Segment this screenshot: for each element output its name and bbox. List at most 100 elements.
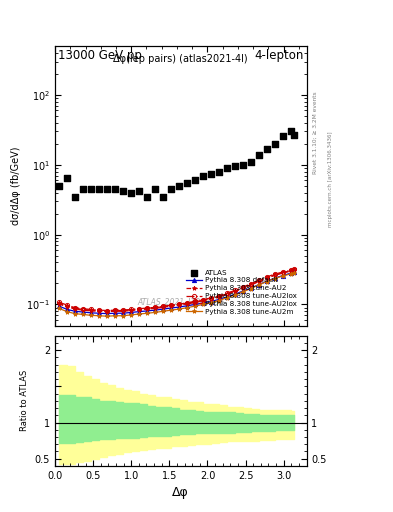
Pythia 8.308 default: [136, 309, 141, 315]
Pythia 8.308 tune-AU2lox: [224, 291, 229, 297]
Pythia 8.308 tune-AU2m: [121, 313, 125, 319]
Pythia 8.308 tune-AU2m: [200, 302, 205, 308]
Pythia 8.308 tune-AU2lox: [217, 294, 221, 300]
ATLAS: [136, 187, 142, 195]
Pythia 8.308 tune-AU2lox: [200, 296, 205, 303]
Pythia 8.308 default: [129, 309, 134, 315]
Pythia 8.308 tune-AU2lox: [288, 268, 293, 274]
Pythia 8.308 tune-AU2lox: [121, 308, 125, 314]
Pythia 8.308 default: [81, 309, 86, 315]
Pythia 8.308 tune-AU2lox: [88, 308, 93, 314]
Pythia 8.308 tune-AU2: [288, 268, 293, 274]
Pythia 8.308 tune-AU2m: [136, 311, 141, 317]
Pythia 8.308 default: [217, 296, 221, 303]
ATLAS: [88, 185, 94, 193]
Pythia 8.308 tune-AU2m: [224, 295, 229, 301]
Pythia 8.308 default: [200, 300, 205, 306]
Legend: ATLAS, Pythia 8.308 default, Pythia 8.308 tune-AU2, Pythia 8.308 tune-AU2lox, Py: ATLAS, Pythia 8.308 default, Pythia 8.30…: [184, 268, 298, 316]
Pythia 8.308 tune-AU2m: [288, 271, 293, 277]
Pythia 8.308 tune-AU2: [161, 304, 165, 310]
Pythia 8.308 tune-AU2lox: [264, 274, 269, 280]
ATLAS: [264, 144, 270, 153]
Pythia 8.308 default: [88, 310, 93, 316]
Pythia 8.308 tune-AU2m: [233, 292, 237, 298]
Pythia 8.308 default: [256, 282, 261, 288]
ATLAS: [96, 185, 102, 193]
Pythia 8.308 tune-AU2m: [88, 312, 93, 318]
ATLAS: [216, 167, 222, 176]
Text: mcplots.cern.ch [arXiv:1306.3436]: mcplots.cern.ch [arXiv:1306.3436]: [328, 132, 333, 227]
ATLAS: [72, 193, 78, 201]
Pythia 8.308 tune-AU2lox: [185, 301, 189, 307]
Pythia 8.308 default: [288, 270, 293, 276]
Pythia 8.308 tune-AU2m: [217, 297, 221, 304]
Pythia 8.308 default: [161, 306, 165, 312]
Pythia 8.308 tune-AU2m: [208, 300, 213, 306]
ATLAS: [208, 169, 214, 178]
ATLAS: [160, 193, 166, 201]
Pythia 8.308 tune-AU2m: [81, 311, 86, 317]
Pythia 8.308 tune-AU2lox: [152, 305, 157, 311]
Line: Pythia 8.308 tune-AU2: Pythia 8.308 tune-AU2: [57, 268, 296, 313]
Text: 13000 GeV pp: 13000 GeV pp: [57, 49, 141, 62]
Pythia 8.308 tune-AU2: [185, 300, 189, 306]
Pythia 8.308 tune-AU2lox: [121, 307, 125, 313]
Pythia 8.308 tune-AU2: [145, 305, 150, 311]
Pythia 8.308 tune-AU2lox: [224, 290, 229, 296]
Pythia 8.308 tune-AU2lox: [292, 266, 297, 272]
Pythia 8.308 tune-AU2lox: [145, 305, 150, 311]
Pythia 8.308 tune-AU2m: [185, 305, 189, 311]
ATLAS: [287, 127, 294, 136]
Pythia 8.308 tune-AU2lox: [161, 303, 165, 309]
Pythia 8.308 tune-AU2lox: [113, 307, 118, 313]
Pythia 8.308 tune-AU2: [264, 275, 269, 281]
Pythia 8.308 default: [105, 311, 109, 317]
Text: Rivet 3.1.10; ≥ 3.2M events: Rivet 3.1.10; ≥ 3.2M events: [312, 92, 318, 175]
Pythia 8.308 tune-AU2lox: [169, 302, 173, 308]
Pythia 8.308 tune-AU2m: [145, 310, 150, 316]
ATLAS: [272, 140, 278, 148]
Pythia 8.308 default: [292, 269, 297, 275]
Pythia 8.308 tune-AU2: [200, 297, 205, 303]
ATLAS: [223, 164, 230, 172]
Pythia 8.308 default: [152, 307, 157, 313]
Pythia 8.308 tune-AU2lox: [200, 297, 205, 304]
ATLAS: [64, 174, 70, 182]
Pythia 8.308 tune-AU2lox: [97, 308, 101, 314]
ATLAS: [104, 185, 110, 193]
Text: 4-lepton: 4-lepton: [255, 49, 304, 62]
Pythia 8.308 tune-AU2lox: [57, 301, 61, 307]
ATLAS: [128, 188, 134, 197]
Pythia 8.308 tune-AU2lox: [281, 269, 285, 275]
Line: Pythia 8.308 default: Pythia 8.308 default: [57, 270, 296, 316]
Pythia 8.308 default: [224, 294, 229, 300]
Line: Pythia 8.308 tune-AU2lox: Pythia 8.308 tune-AU2lox: [57, 268, 296, 314]
Pythia 8.308 default: [193, 302, 198, 308]
Pythia 8.308 tune-AU2lox: [208, 296, 213, 302]
Pythia 8.308 tune-AU2lox: [152, 304, 157, 310]
Pythia 8.308 tune-AU2m: [97, 313, 101, 319]
Pythia 8.308 tune-AU2m: [113, 313, 118, 319]
Pythia 8.308 tune-AU2m: [72, 311, 77, 317]
Pythia 8.308 tune-AU2: [81, 306, 86, 312]
Pythia 8.308 tune-AU2: [65, 303, 70, 309]
ATLAS: [192, 176, 198, 184]
Pythia 8.308 tune-AU2m: [65, 309, 70, 315]
Pythia 8.308 default: [248, 285, 253, 291]
ATLAS: [80, 185, 86, 193]
Pythia 8.308 tune-AU2: [105, 308, 109, 314]
Pythia 8.308 default: [281, 272, 285, 279]
Pythia 8.308 tune-AU2m: [264, 279, 269, 285]
Pythia 8.308 tune-AU2lox: [256, 279, 261, 285]
Pythia 8.308 tune-AU2lox: [145, 306, 150, 312]
ATLAS: [112, 185, 118, 193]
Pythia 8.308 tune-AU2lox: [129, 306, 134, 312]
Pythia 8.308 tune-AU2: [129, 307, 134, 313]
Pythia 8.308 tune-AU2: [97, 307, 101, 313]
Pythia 8.308 tune-AU2: [152, 305, 157, 311]
Pythia 8.308 tune-AU2lox: [105, 307, 109, 313]
ATLAS: [120, 187, 126, 195]
Pythia 8.308 tune-AU2lox: [105, 309, 109, 315]
Pythia 8.308 tune-AU2: [193, 299, 198, 305]
Pythia 8.308 default: [97, 310, 101, 316]
